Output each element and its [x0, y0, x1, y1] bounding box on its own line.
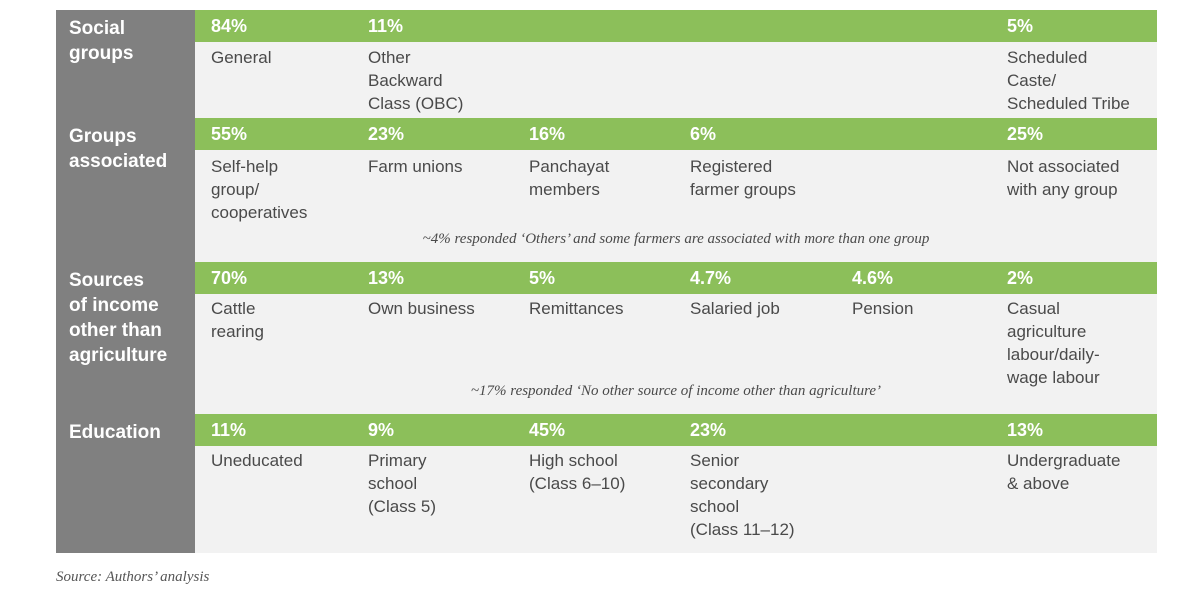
item-percent: 16%	[529, 124, 566, 144]
item-percent: 13%	[368, 268, 405, 288]
item-label: Primary school (Class 5)	[368, 451, 437, 516]
item-label: Other Backward Class (OBC)	[368, 48, 464, 113]
item-percent: 4.7%	[690, 268, 732, 288]
section-label: Sources of income other than agriculture	[69, 270, 168, 366]
section-note: ~4% responded ‘Others’ and some farmers …	[422, 231, 930, 247]
item-percent: 6%	[690, 124, 717, 144]
item-label: Cattle rearing	[211, 299, 264, 341]
percent-band	[195, 414, 1157, 446]
item-label: Self-help group/ cooperatives	[211, 157, 308, 222]
percent-band	[195, 118, 1157, 150]
section-groups-associated: Groups associated 55% 23% 16% 6% 25% Sel…	[56, 118, 1157, 262]
item-label: Pension	[852, 299, 914, 318]
item-percent: 84%	[211, 16, 248, 36]
item-percent: 5%	[529, 268, 556, 288]
survey-table: Social groups 84% 11% 5% General Other B…	[56, 10, 1157, 553]
item-label: Undergraduate & above	[1007, 451, 1121, 493]
source-note: Source: Authors’ analysis	[56, 569, 210, 585]
item-label: Panchayat members	[529, 157, 610, 199]
item-label: Scheduled Caste/ Scheduled Tribe	[1007, 48, 1130, 113]
item-percent: 23%	[368, 124, 405, 144]
section-label: Groups associated	[69, 126, 168, 172]
percent-band	[195, 10, 1157, 42]
item-label: Casual agriculture labour/daily- wage la…	[1007, 299, 1100, 387]
item-percent: 4.6%	[852, 268, 894, 288]
category-sidebar	[56, 10, 195, 553]
item-percent: 5%	[1007, 16, 1034, 36]
item-label: High school (Class 6–10)	[529, 451, 626, 493]
item-percent: 23%	[690, 420, 727, 440]
item-percent: 11%	[211, 420, 247, 440]
item-label: Remittances	[529, 299, 624, 318]
item-percent: 45%	[529, 420, 566, 440]
item-percent: 25%	[1007, 124, 1044, 144]
section-label: Social groups	[69, 18, 134, 64]
item-label: Salaried job	[690, 299, 780, 318]
item-label: Registered farmer groups	[690, 157, 796, 199]
item-label: Not associated with any group	[1007, 157, 1120, 199]
section-income-sources: Sources of income other than agriculture…	[56, 262, 1157, 414]
section-note: ~17% responded ‘No other source of incom…	[470, 383, 882, 399]
section-education: Education 11% 9% 45% 23% 13% Uneducated …	[56, 414, 1157, 553]
percent-band	[195, 262, 1157, 294]
item-label: Uneducated	[211, 451, 303, 470]
item-label: Own business	[368, 299, 475, 318]
item-percent: 13%	[1007, 420, 1044, 440]
item-percent: 9%	[368, 420, 395, 440]
item-percent: 70%	[211, 268, 248, 288]
item-label: Farm unions	[368, 157, 463, 176]
section-label: Education	[69, 422, 161, 443]
item-label: General	[211, 48, 272, 67]
item-percent: 2%	[1007, 268, 1034, 288]
item-percent: 55%	[211, 124, 248, 144]
item-percent: 11%	[368, 16, 404, 36]
item-label: Senior secondary school (Class 11–12)	[690, 451, 795, 539]
section-social-groups: Social groups 84% 11% 5% General Other B…	[56, 10, 1157, 118]
